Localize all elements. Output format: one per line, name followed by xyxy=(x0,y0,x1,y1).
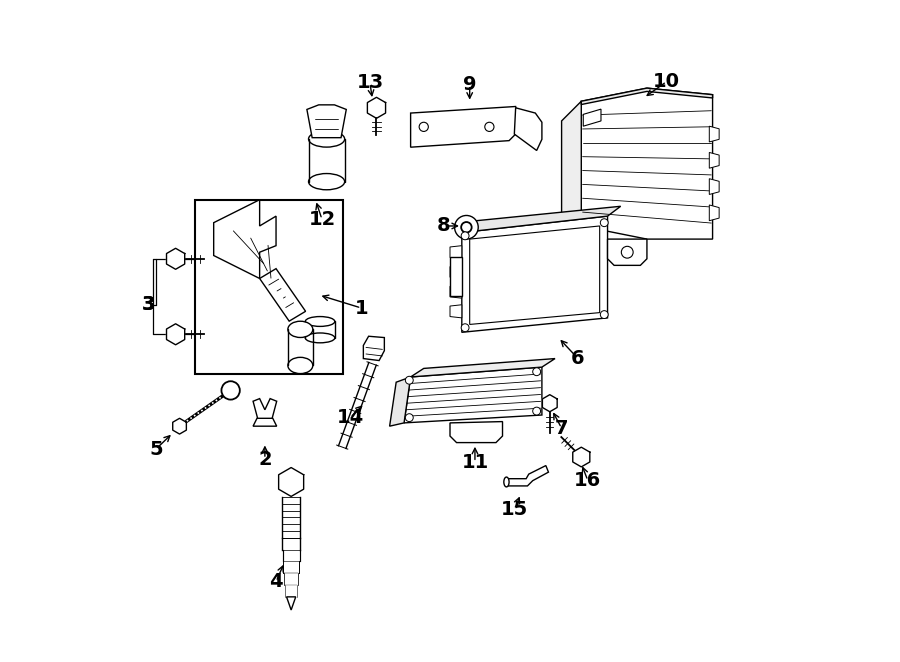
Text: 4: 4 xyxy=(269,572,283,591)
Ellipse shape xyxy=(288,321,313,338)
Polygon shape xyxy=(367,97,385,118)
Circle shape xyxy=(221,381,239,400)
Circle shape xyxy=(621,246,633,258)
Polygon shape xyxy=(253,418,276,426)
Polygon shape xyxy=(709,152,719,168)
Text: 15: 15 xyxy=(500,500,528,519)
Polygon shape xyxy=(450,285,462,298)
Text: 14: 14 xyxy=(337,408,364,427)
Circle shape xyxy=(600,218,608,226)
Polygon shape xyxy=(450,305,462,318)
Polygon shape xyxy=(581,88,713,105)
Circle shape xyxy=(405,376,413,384)
Polygon shape xyxy=(462,216,608,332)
Circle shape xyxy=(533,368,541,375)
Polygon shape xyxy=(364,336,384,361)
Polygon shape xyxy=(166,324,184,345)
Polygon shape xyxy=(572,448,590,467)
Polygon shape xyxy=(404,367,542,423)
Polygon shape xyxy=(279,467,303,496)
Polygon shape xyxy=(286,597,296,610)
Polygon shape xyxy=(166,248,184,269)
Polygon shape xyxy=(450,422,502,443)
Ellipse shape xyxy=(305,333,335,343)
Polygon shape xyxy=(543,395,557,412)
Polygon shape xyxy=(583,109,601,126)
Text: 6: 6 xyxy=(572,349,585,368)
Bar xyxy=(195,200,343,373)
Circle shape xyxy=(405,414,413,422)
Text: 12: 12 xyxy=(309,210,336,229)
Polygon shape xyxy=(390,377,410,426)
Polygon shape xyxy=(709,205,719,220)
Circle shape xyxy=(461,324,469,332)
Polygon shape xyxy=(410,359,555,377)
Text: 2: 2 xyxy=(258,449,272,469)
Polygon shape xyxy=(462,207,621,232)
Polygon shape xyxy=(581,88,713,239)
Circle shape xyxy=(454,215,478,239)
Polygon shape xyxy=(253,399,276,421)
Polygon shape xyxy=(709,179,719,195)
Text: 8: 8 xyxy=(436,216,450,236)
Circle shape xyxy=(600,310,608,318)
Polygon shape xyxy=(470,226,599,324)
Ellipse shape xyxy=(309,131,345,147)
Ellipse shape xyxy=(504,477,509,487)
Polygon shape xyxy=(709,126,719,142)
Circle shape xyxy=(461,222,472,232)
Polygon shape xyxy=(259,269,306,321)
Polygon shape xyxy=(173,418,186,434)
Polygon shape xyxy=(514,108,542,150)
Circle shape xyxy=(419,122,428,132)
Polygon shape xyxy=(562,101,581,242)
Bar xyxy=(450,257,462,296)
Circle shape xyxy=(533,407,541,415)
Circle shape xyxy=(485,122,494,132)
Text: 13: 13 xyxy=(356,73,383,93)
Ellipse shape xyxy=(288,357,313,373)
Polygon shape xyxy=(450,246,462,259)
Text: 5: 5 xyxy=(149,440,163,459)
Polygon shape xyxy=(213,200,276,279)
Text: 7: 7 xyxy=(554,418,568,438)
Polygon shape xyxy=(608,239,647,265)
Text: 1: 1 xyxy=(355,299,368,318)
Ellipse shape xyxy=(309,173,345,190)
Polygon shape xyxy=(507,465,548,486)
Text: 11: 11 xyxy=(462,453,489,472)
Text: 16: 16 xyxy=(574,471,601,490)
Text: 3: 3 xyxy=(141,295,155,314)
Polygon shape xyxy=(410,107,519,147)
Text: 10: 10 xyxy=(653,72,680,91)
Polygon shape xyxy=(307,105,346,138)
Circle shape xyxy=(461,232,469,240)
Polygon shape xyxy=(450,265,462,279)
Ellipse shape xyxy=(305,316,335,326)
Text: 9: 9 xyxy=(463,75,476,94)
Text: 3: 3 xyxy=(141,295,155,314)
